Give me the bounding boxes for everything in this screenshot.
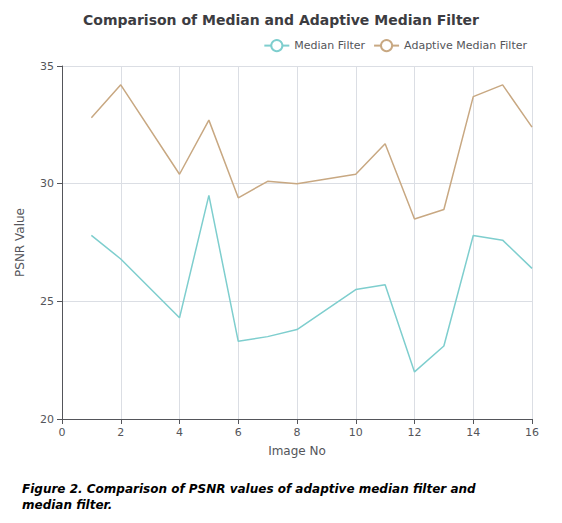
svg-text:Figure 2. Comparison of PSNR v: Figure 2. Comparison of PSNR values of a… — [22, 482, 476, 496]
svg-text:6: 6 — [235, 426, 242, 439]
svg-text:8: 8 — [294, 426, 301, 439]
svg-text:35: 35 — [40, 60, 54, 73]
svg-text:median filter.: median filter. — [22, 498, 112, 512]
svg-text:16: 16 — [525, 426, 539, 439]
svg-text:Comparison of Median and Adapt: Comparison of Median and Adaptive Median… — [83, 12, 479, 28]
svg-text:10: 10 — [349, 426, 363, 439]
svg-text:12: 12 — [408, 426, 422, 439]
svg-text:PSNR Value: PSNR Value — [13, 208, 27, 277]
svg-text:Median Filter: Median Filter — [294, 39, 365, 52]
svg-text:0: 0 — [59, 426, 66, 439]
svg-text:4: 4 — [176, 426, 183, 439]
svg-text:Adaptive Median Filter: Adaptive Median Filter — [404, 39, 527, 52]
svg-text:25: 25 — [40, 295, 54, 308]
svg-text:30: 30 — [40, 177, 54, 190]
svg-text:14: 14 — [466, 426, 480, 439]
svg-text:2: 2 — [117, 426, 124, 439]
svg-text:Image No: Image No — [268, 444, 326, 458]
svg-text:20: 20 — [40, 413, 54, 426]
